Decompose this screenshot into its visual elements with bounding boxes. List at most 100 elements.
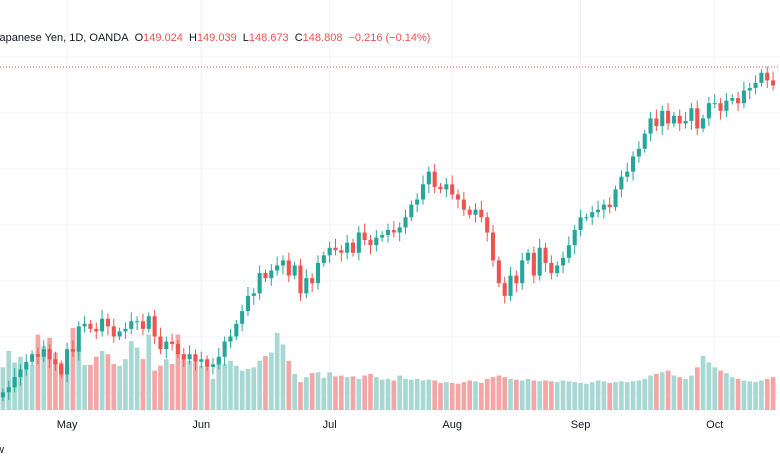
candle-body: [695, 108, 700, 129]
low-value: L148.673: [242, 32, 289, 44]
candle-body: [403, 217, 408, 228]
volume-bar: [525, 378, 531, 410]
volume-bar: [93, 356, 99, 410]
candles: [0, 66, 776, 402]
volume-bar: [642, 378, 648, 410]
volume-bar: [420, 380, 426, 410]
close-value: C148.808: [294, 32, 343, 44]
volume-bar: [233, 365, 239, 410]
volume-bar: [385, 378, 391, 410]
candle-body: [216, 356, 221, 365]
volume-bar: [619, 381, 624, 410]
candle-body: [607, 204, 612, 208]
candle-body: [490, 232, 496, 261]
volume-bar: [368, 373, 373, 410]
volume-bar: [689, 375, 694, 410]
candle-body: [228, 336, 233, 342]
volume-bar: [123, 359, 128, 410]
volume-bar: [117, 365, 122, 410]
high-value: H149.039: [188, 32, 237, 44]
volume-bar: [134, 347, 140, 410]
volume-bar: [204, 367, 210, 410]
volume-bar: [665, 370, 671, 410]
candle-body: [111, 326, 116, 337]
candle-body: [298, 265, 303, 294]
candle-body: [345, 242, 350, 253]
candle-body: [321, 255, 326, 263]
change-value: −0.216 (−0.14%): [348, 32, 431, 44]
volume-bar: [560, 380, 566, 410]
candle-body: [53, 359, 58, 365]
candle-body: [654, 118, 659, 126]
candle-body: [432, 171, 437, 187]
volume-bar: [508, 378, 513, 410]
volume-bar: [578, 382, 583, 410]
volume-bar: [210, 378, 216, 410]
volume-bar: [741, 380, 747, 410]
candle-body: [105, 318, 110, 327]
candle-body: [380, 235, 385, 238]
volume-bar: [759, 380, 764, 410]
volume-bar: [490, 377, 496, 410]
candle-body: [771, 80, 776, 86]
volume-bar: [700, 355, 706, 410]
candle-body: [304, 278, 309, 294]
candle-body: [537, 247, 542, 276]
candle-body: [280, 260, 286, 266]
volume-bar: [764, 378, 770, 410]
candle-body: [689, 108, 694, 121]
volume-bar: [321, 378, 327, 410]
candle-body: [327, 247, 332, 256]
candle-body: [444, 184, 449, 190]
volume-bar: [6, 350, 12, 410]
candle-body: [683, 120, 688, 124]
volume-bar: [455, 383, 461, 410]
x-tick-label: Oct: [706, 419, 723, 431]
candle-body: [222, 341, 227, 357]
candle-body: [508, 275, 513, 296]
candle-body: [117, 331, 122, 337]
volume-bar: [712, 367, 718, 410]
volume-bar: [729, 377, 735, 410]
candle-body: [642, 133, 647, 149]
volume-bar: [694, 367, 700, 410]
candle-body: [368, 240, 373, 246]
volume-bar: [735, 378, 741, 410]
candle-body: [543, 247, 548, 263]
candle-body: [578, 217, 583, 230]
volume-bar: [169, 364, 175, 410]
candle-body: [677, 115, 682, 124]
volume-bar: [251, 367, 257, 410]
candle-body: [520, 260, 525, 284]
candle-body: [35, 354, 40, 357]
candle-body: [263, 273, 268, 279]
volume-bar: [47, 337, 52, 410]
volume-bars: [0, 328, 776, 410]
volume-bar: [630, 381, 636, 410]
volume-bar: [29, 364, 35, 410]
volume-bar: [461, 382, 467, 410]
volume-bar: [397, 375, 403, 410]
candle-body: [601, 204, 606, 210]
candle-body: [0, 392, 5, 398]
volume-bar: [315, 372, 321, 410]
volume-bar: [158, 365, 163, 410]
volume-bar: [613, 382, 618, 410]
candle-body: [240, 311, 245, 324]
candle-body: [18, 369, 23, 378]
candle-body: [718, 103, 723, 111]
candle-body: [310, 278, 315, 284]
volume-bar: [584, 383, 589, 410]
candle-body: [374, 237, 379, 246]
volume-bar: [444, 382, 449, 410]
volume-bar: [677, 377, 683, 410]
candle-body: [187, 354, 192, 360]
candle-body: [759, 72, 764, 83]
x-tick-label: Sep: [571, 419, 591, 431]
candle-body: [502, 283, 507, 296]
volume-bar: [53, 352, 58, 410]
volume-bar: [479, 382, 484, 410]
candle-body: [94, 328, 99, 332]
volume-bar: [175, 334, 181, 410]
